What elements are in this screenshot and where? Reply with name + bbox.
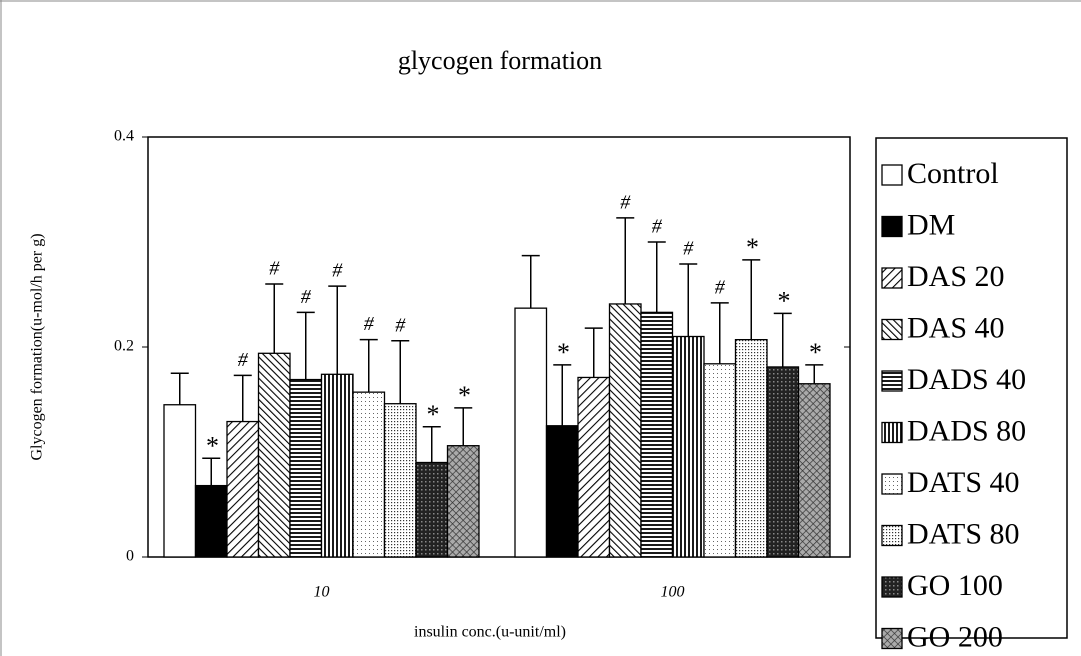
y-tick-label: 0.4 (114, 128, 134, 145)
legend-swatch (881, 473, 903, 495)
bar (163, 404, 197, 558)
legend-box (875, 137, 1068, 639)
legend-swatch (881, 370, 903, 392)
bar (766, 366, 800, 558)
legend-label: GO 100 (907, 569, 1003, 602)
bar (415, 461, 449, 558)
legend-label: DAS 20 (907, 260, 1005, 293)
bar (446, 445, 480, 558)
legend-label: DADS 80 (907, 414, 1026, 447)
significance-marker: * (425, 400, 438, 429)
bar (671, 335, 705, 558)
bar (577, 376, 611, 558)
significance-marker: * (457, 381, 470, 410)
significance-marker: * (745, 233, 758, 262)
bar (352, 391, 386, 558)
legend-swatch (881, 164, 903, 186)
significance-marker: * (776, 286, 789, 315)
bar (320, 373, 354, 558)
legend-label: Control (907, 157, 999, 190)
bar (194, 484, 228, 558)
bar (289, 378, 323, 558)
y-tick-label: 0 (126, 548, 134, 565)
legend-swatch (881, 627, 903, 650)
legend-label: DAS 40 (907, 311, 1005, 344)
bar (226, 420, 260, 558)
bar (608, 303, 642, 558)
significance-marker: # (715, 276, 726, 298)
significance-marker: # (683, 238, 694, 260)
y-axis-label: Glycogen formation(u-mol/h per g) (29, 233, 46, 460)
legend-swatch (881, 215, 903, 238)
x-axis-label: insulin conc.(u-unit/ml) (414, 624, 566, 641)
bar (514, 307, 548, 558)
bar (545, 425, 579, 558)
legend-swatch (881, 421, 903, 444)
bar (383, 403, 417, 558)
significance-marker: # (238, 349, 249, 371)
legend-label: DM (907, 208, 955, 241)
significance-marker: # (652, 216, 663, 238)
x-tick-label: 10 (314, 584, 330, 601)
x-tick-label: 100 (661, 584, 685, 601)
significance-marker: # (301, 286, 312, 308)
bar (734, 338, 768, 558)
significance-marker: # (395, 314, 406, 336)
legend-swatch (881, 576, 903, 598)
legend-swatch (881, 318, 903, 341)
significance-marker: # (269, 258, 280, 280)
significance-marker: # (364, 313, 375, 335)
y-tick-label: 0.2 (114, 338, 134, 355)
legend-label: DATS 80 (907, 517, 1020, 550)
bar (703, 363, 737, 558)
bar (640, 311, 674, 558)
legend-swatch (881, 267, 903, 289)
legend-label: DATS 40 (907, 466, 1020, 499)
chart-title: glycogen formation (398, 46, 602, 75)
bar (797, 383, 831, 558)
legend-swatch (881, 524, 903, 547)
legend-label: GO 200 (907, 620, 1003, 653)
significance-marker: # (332, 260, 343, 282)
significance-marker: * (556, 338, 569, 367)
bar (257, 352, 291, 558)
legend-label: DADS 40 (907, 363, 1026, 396)
significance-marker: * (205, 431, 218, 460)
significance-marker: * (808, 338, 821, 367)
significance-marker: # (620, 191, 631, 213)
